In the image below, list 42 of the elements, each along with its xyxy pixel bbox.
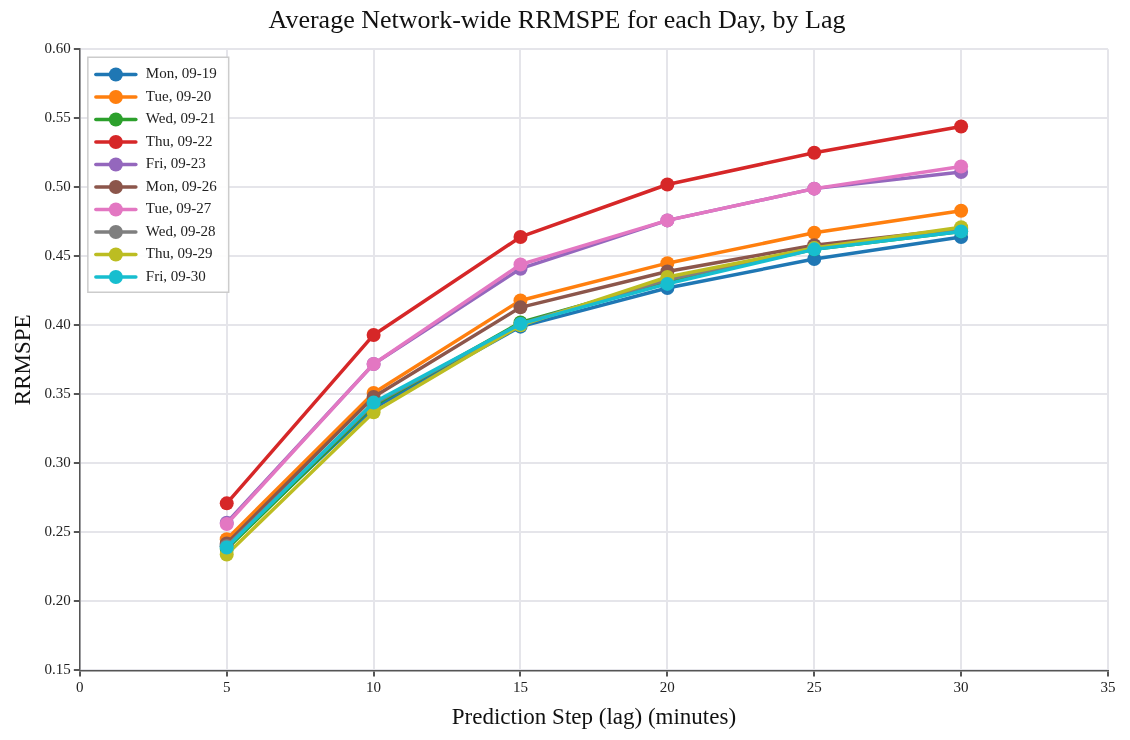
point (954, 119, 969, 134)
point (807, 225, 822, 240)
y-tick-label: 0.60 (44, 40, 71, 57)
legend-label: Mon, 09-19 (145, 65, 217, 82)
point (660, 177, 675, 192)
legend-label: Tue, 09-27 (145, 200, 212, 217)
x-tick-label: 35 (1100, 679, 1116, 696)
point (513, 300, 528, 315)
legend-label: Thu, 09-22 (145, 132, 213, 149)
point (807, 145, 822, 160)
y-tick-label: 0.15 (44, 661, 71, 678)
y-tick-label: 0.30 (44, 454, 71, 471)
y-tick-label: 0.20 (44, 592, 71, 609)
legend-label: Fri, 09-23 (145, 155, 206, 172)
x-tick-label: 5 (222, 679, 231, 696)
y-tick-label: 0.35 (44, 385, 71, 402)
y-tick-label: 0.25 (44, 523, 71, 540)
legend-label: Wed, 09-21 (145, 110, 216, 127)
x-tick-label: 30 (953, 679, 969, 696)
point (219, 496, 234, 511)
y-tick-label: 0.45 (44, 247, 71, 264)
y-tick-label: 0.50 (44, 178, 71, 195)
legend-label: Wed, 09-28 (145, 222, 216, 239)
chart-title: Average Network-wide RRMSPE for each Day, by Lag (268, 5, 846, 35)
legend-label: Thu, 09-29 (145, 245, 213, 262)
x-axis-title: Prediction Step (lag) (minutes) (451, 704, 737, 730)
x-tick-label: 25 (806, 679, 822, 696)
point (954, 203, 969, 218)
legend-label: Mon, 09-26 (145, 177, 218, 194)
point (513, 229, 528, 244)
point (366, 327, 381, 342)
y-tick-label: 0.55 (44, 109, 71, 126)
y-tick-label: 0.40 (44, 316, 71, 333)
x-tick-label: 0 (76, 679, 84, 696)
y-axis-title: RRMSPE (9, 314, 35, 406)
point (513, 257, 528, 272)
legend-label: Tue, 09-20 (145, 87, 212, 104)
x-tick-label: 15 (512, 679, 528, 696)
legend-label: Fri, 09-30 (145, 267, 206, 284)
point (954, 159, 969, 174)
x-tick-label: 20 (659, 679, 675, 696)
x-tick-label: 10 (366, 679, 382, 696)
